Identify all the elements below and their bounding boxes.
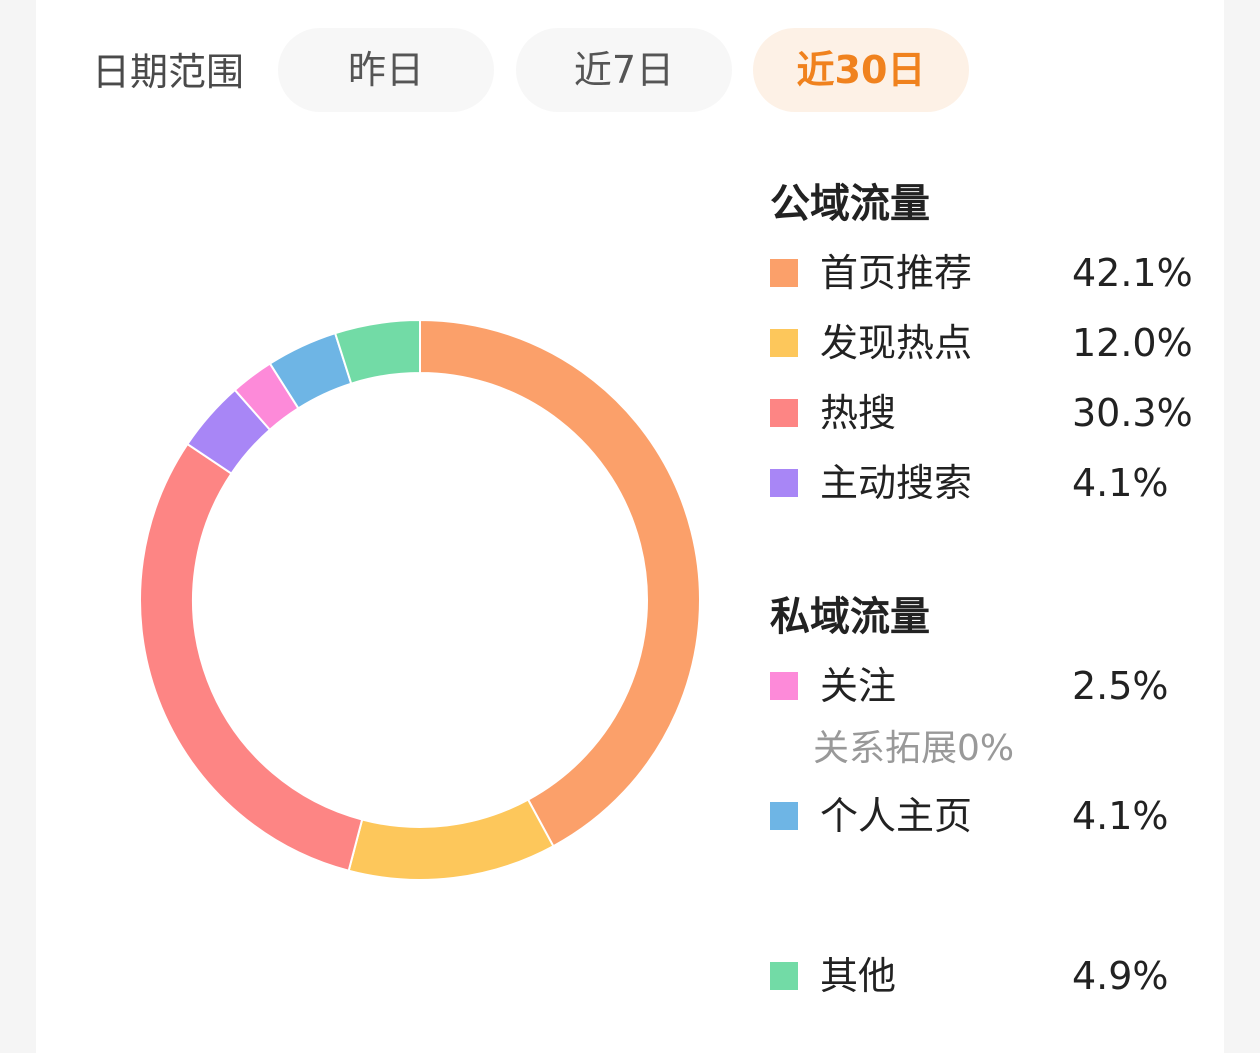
range-yesterday-button[interactable]: 昨日 [278,28,494,112]
legend-label: 热搜 [820,391,897,435]
donut-slice-2 [139,442,364,872]
date-range-label: 日期范围 [92,50,245,94]
legend-value: 42.1% [1072,251,1193,295]
legend-label: 个人主页 [820,794,973,838]
legend-label: 首页推荐 [820,251,973,295]
legend-item-homepage-recommend: 首页推荐 42.1% [770,245,1210,301]
legend-item-active-search: 主动搜索 4.1% [770,455,1210,511]
legend-swatch [770,469,798,497]
legend-item-hot-search: 热搜 30.3% [770,385,1210,441]
legend-value: 4.1% [1072,461,1169,505]
legend-value: 4.9% [1072,954,1169,998]
private-traffic-title: 私域流量 [770,594,930,640]
legend-swatch [770,399,798,427]
traffic-donut-chart [139,318,701,881]
donut-slice-0 [419,318,701,848]
relationship-expansion-note: 关系拓展0% [813,728,1015,769]
legend-label: 发现热点 [820,321,973,365]
donut-slice-1 [347,798,555,881]
range-7-days-button[interactable]: 近7日 [516,28,732,112]
legend-swatch [770,672,798,700]
legend-item-discover-hot: 发现热点 12.0% [770,315,1210,371]
donut-slice-6 [333,318,421,385]
legend-item-personal-homepage: 个人主页 4.1% [770,788,1210,844]
legend-value: 30.3% [1072,391,1193,435]
legend-label: 主动搜索 [820,461,973,505]
public-traffic-title: 公域流量 [770,181,930,227]
legend-swatch [770,802,798,830]
legend-item-follow: 关注 2.5% [770,658,1210,714]
legend-swatch [770,962,798,990]
legend-value: 4.1% [1072,794,1169,838]
legend-value: 2.5% [1072,664,1169,708]
legend-label: 其他 [820,954,897,998]
range-30-days-button[interactable]: 近30日 [753,28,969,112]
legend-label: 关注 [820,664,897,708]
traffic-source-panel: 日期范围 昨日 近7日 近30日 公域流量 首页推荐 42.1% 发现热点 12… [36,0,1224,1053]
legend-swatch [770,259,798,287]
legend-value: 12.0% [1072,321,1193,365]
legend-item-other: 其他 4.9% [770,948,1210,1004]
legend-swatch [770,329,798,357]
